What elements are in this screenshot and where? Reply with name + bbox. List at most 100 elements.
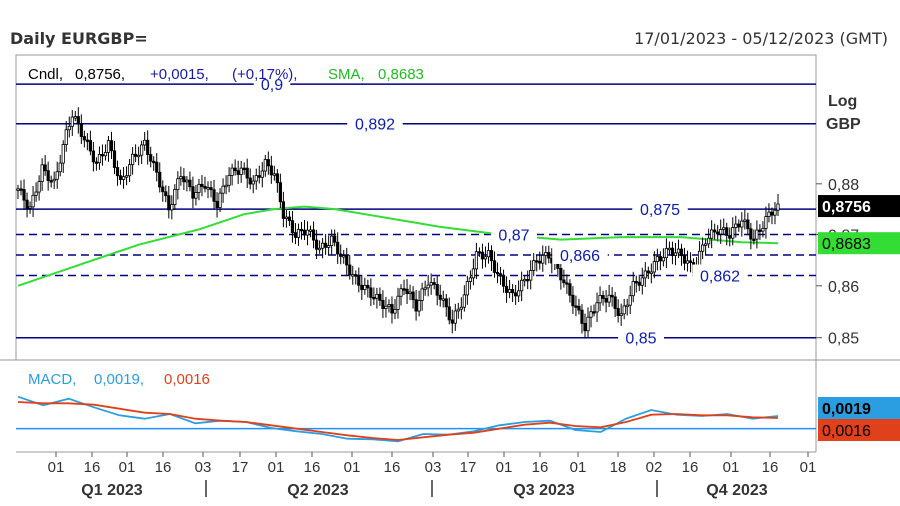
candle-body (414, 299, 418, 312)
candle-body (737, 223, 741, 228)
candle-body (538, 260, 542, 264)
time-tick-label: 16 (762, 459, 779, 476)
candle-body (489, 250, 494, 262)
candle-body (501, 275, 506, 287)
candle-body (580, 309, 584, 324)
candle-body (173, 189, 177, 205)
candle-body (257, 175, 261, 178)
candle-body (375, 293, 379, 299)
candle-body (613, 296, 617, 309)
candle-body (670, 247, 675, 257)
candle-body (520, 279, 524, 292)
candle-body (438, 294, 442, 300)
candle-body (396, 295, 400, 310)
candle-body (526, 278, 530, 282)
candle-body (773, 209, 777, 216)
candle-body (390, 304, 394, 314)
candle-body (583, 323, 587, 332)
candle-body (471, 268, 475, 279)
candle-body (625, 304, 629, 308)
legend-change: +0,0015, (150, 66, 209, 83)
candle-body (317, 247, 322, 251)
scale-log-label: Log (828, 93, 857, 110)
time-tick-label: 17 (460, 459, 477, 476)
candle-body (278, 182, 282, 203)
candle-body (574, 305, 578, 308)
candle-body (568, 283, 572, 296)
candle-body (619, 313, 623, 316)
candle-body (327, 245, 331, 248)
candle-body (118, 175, 123, 180)
candle-body (324, 242, 328, 248)
candle-body (725, 227, 729, 236)
candle-body (710, 229, 714, 239)
candle-body (22, 189, 26, 201)
price-badge-bg (818, 195, 900, 218)
candle-body (429, 282, 433, 286)
candle-body (707, 237, 711, 245)
candle-body (592, 311, 596, 314)
sma-series (17, 205, 779, 287)
candle-body (218, 192, 222, 208)
candle-body (321, 242, 325, 249)
candle-body (646, 270, 650, 274)
sma-line (17, 205, 779, 287)
candle-body (115, 167, 120, 177)
candle-body (330, 235, 334, 246)
time-tick-label: 01 (723, 459, 740, 476)
candle-body (532, 260, 536, 271)
candle-body (544, 252, 548, 256)
candle-body (281, 201, 285, 219)
candle-body (67, 125, 71, 131)
price-tick-label: 0,86 (828, 279, 859, 296)
candle-body (649, 271, 653, 274)
candle-body (209, 187, 213, 191)
quarter-label: Q1 2023 (81, 482, 142, 499)
candle-body (417, 300, 421, 312)
candle-body (477, 251, 482, 254)
candle-body (212, 189, 216, 202)
candle-body (109, 140, 114, 152)
candle-body (728, 235, 732, 239)
candle-body (64, 129, 68, 145)
candlestick-series (16, 107, 780, 339)
candle-body (127, 164, 132, 177)
macd-series: 0,0019 0,0016 (16, 395, 900, 443)
candle-body (480, 251, 485, 260)
candle-body (88, 140, 92, 152)
candle-body (746, 219, 750, 230)
candle-body (688, 260, 693, 263)
candle-body (76, 116, 80, 125)
candle-body (734, 223, 738, 228)
candle-body (227, 175, 231, 186)
candle-body (444, 298, 448, 308)
candle-body (263, 159, 267, 172)
candle-body (333, 235, 337, 243)
time-tick-label: 01 (268, 459, 285, 476)
candle-body (233, 167, 237, 172)
candle-body (655, 256, 659, 262)
candle-body (275, 173, 279, 184)
time-tick-label: 02 (646, 459, 663, 476)
candle-body (492, 260, 497, 273)
candle-body (206, 187, 210, 190)
level-label-bg (491, 223, 537, 244)
candle-body (182, 176, 186, 183)
candle-body (91, 150, 95, 163)
signal-line (17, 401, 779, 441)
candle-body (134, 153, 138, 157)
candle-body (28, 206, 32, 209)
candle-body (770, 211, 774, 216)
time-tick-label: 16 (304, 459, 321, 476)
level-label-bg (347, 112, 403, 133)
candle-body (348, 264, 352, 276)
candle-body (314, 239, 319, 250)
candle-body (94, 161, 99, 164)
candle-body (200, 183, 204, 187)
candle-body (82, 136, 86, 141)
candle-body (155, 161, 159, 173)
signal-legend-value: 0,0016 (164, 371, 210, 388)
candle-body (43, 164, 47, 172)
candle-body (296, 228, 301, 238)
